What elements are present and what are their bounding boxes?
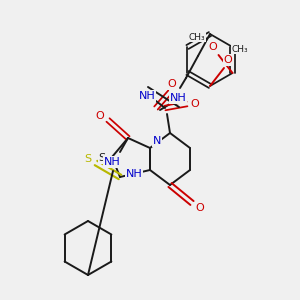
Text: S: S xyxy=(98,153,106,163)
Text: S: S xyxy=(84,154,92,164)
Text: NH: NH xyxy=(169,93,186,103)
Text: O: O xyxy=(168,79,176,89)
Text: O: O xyxy=(224,55,232,65)
Text: CH₃: CH₃ xyxy=(232,44,248,53)
Text: O: O xyxy=(196,203,204,213)
Text: NH: NH xyxy=(103,157,120,167)
Text: CH₃: CH₃ xyxy=(188,32,205,41)
Text: O: O xyxy=(96,111,104,121)
Text: O: O xyxy=(190,99,200,109)
Text: NH: NH xyxy=(139,91,155,101)
Text: N: N xyxy=(153,136,161,146)
Text: NH: NH xyxy=(126,169,142,179)
Text: O: O xyxy=(208,42,217,52)
